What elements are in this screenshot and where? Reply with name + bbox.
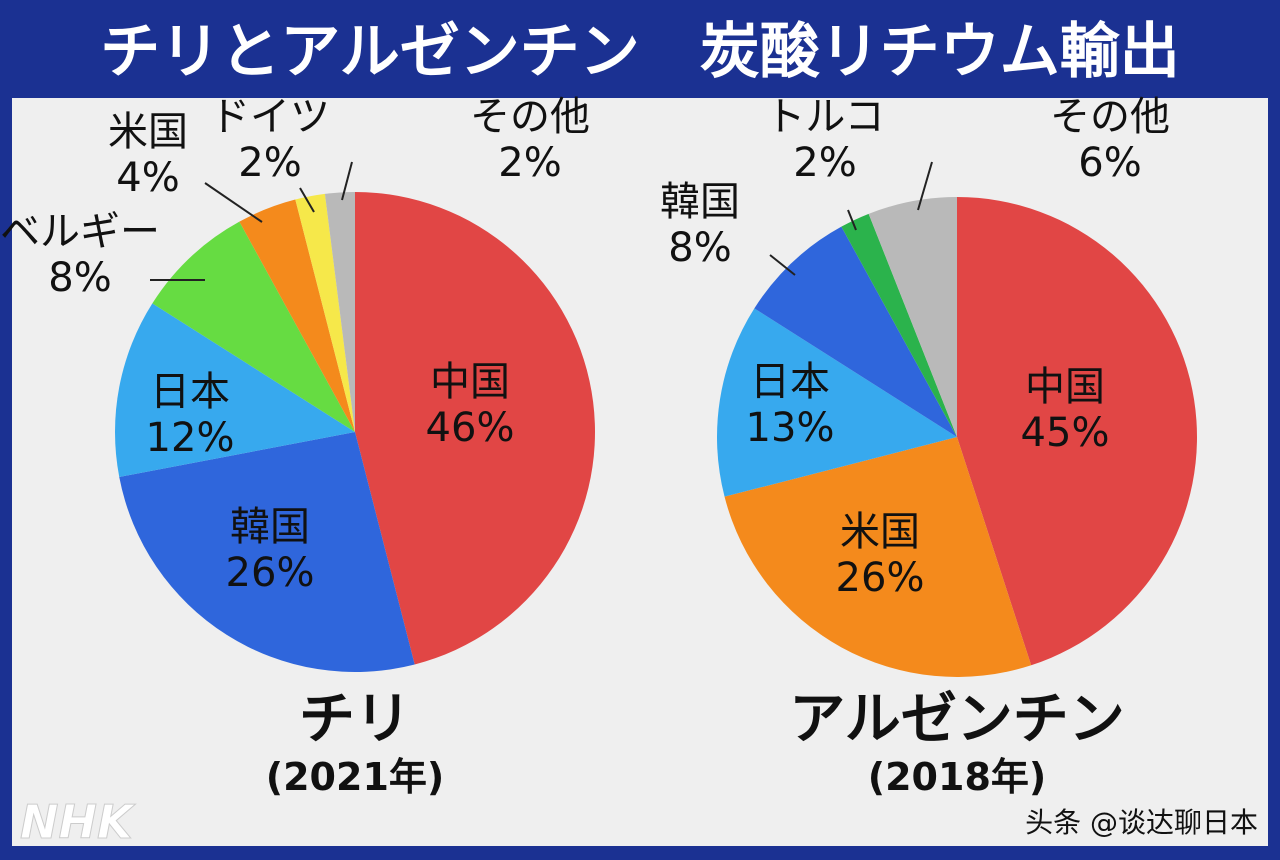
pie-year: (2018年) [868, 755, 1047, 799]
slice-label-value: 13% [746, 405, 835, 451]
slice-label-category: 中国 [1025, 364, 1105, 410]
leader-line [917, 161, 933, 211]
slice-label-value: 2% [498, 140, 561, 186]
slice-label-category: 中国 [430, 359, 510, 405]
leader-line [847, 209, 857, 231]
pie-slice [754, 226, 957, 437]
chart-title: チリとアルゼンチン 炭酸リチウム輸出 [100, 17, 1179, 87]
slice-label-category: 韓国 [660, 179, 740, 225]
slice-label-value: 8% [668, 225, 731, 271]
pie-slice [324, 192, 355, 432]
slice-label-value: 2% [793, 140, 856, 186]
watermark: 头条 @谈达聊日本 [1025, 806, 1258, 839]
pie-caption: チリ [299, 687, 411, 752]
pie-slice [868, 197, 957, 437]
slice-label-value: 12% [146, 415, 235, 461]
nhk-logo: NHK [20, 795, 136, 849]
pie-year: (2021年) [266, 755, 445, 799]
slice-label-value: 46% [426, 405, 515, 451]
slice-label-value: 6% [1078, 140, 1141, 186]
leader-line [769, 254, 796, 276]
pie-slice [724, 437, 1032, 677]
pie-slice [717, 308, 957, 497]
slice-label-category: 米国 [840, 509, 920, 555]
slice-label-category: その他 [1050, 94, 1170, 140]
leader-line [204, 182, 263, 223]
slice-label-value: 2% [238, 140, 301, 186]
slice-label-value: 26% [226, 550, 315, 596]
slice-label-category: その他 [470, 94, 590, 140]
slice-label-category: 韓国 [230, 504, 310, 550]
slice-label-category: ドイツ [210, 94, 330, 140]
leader-line [341, 161, 353, 201]
slice-label-category: 日本 [150, 369, 230, 415]
pie-slice [115, 303, 355, 477]
slice-label-category: トルコ [765, 94, 884, 140]
slice-label-value: 8% [48, 255, 111, 301]
pie-slice [355, 192, 596, 665]
slice-label-value: 4% [116, 155, 179, 201]
pie-slice [841, 213, 957, 437]
slice-label-value: 45% [1021, 410, 1110, 456]
pie-1: 中国46%韓国26%日本12%ベルギー8%米国4%ドイツ2%その他2%チリ(20… [0, 94, 596, 799]
pie-slice [239, 199, 355, 432]
pie-slice [152, 221, 355, 432]
pie-slice [295, 193, 355, 432]
slice-label-category: 米国 [108, 109, 188, 155]
pie-slice [957, 197, 1197, 666]
pie-caption: アルゼンチン [789, 687, 1124, 752]
pie-slice [119, 432, 415, 672]
slice-label-category: 日本 [750, 359, 830, 405]
slice-label-value: 26% [836, 555, 925, 601]
slice-label-category: ベルギー [0, 209, 160, 255]
leader-line [299, 187, 315, 213]
